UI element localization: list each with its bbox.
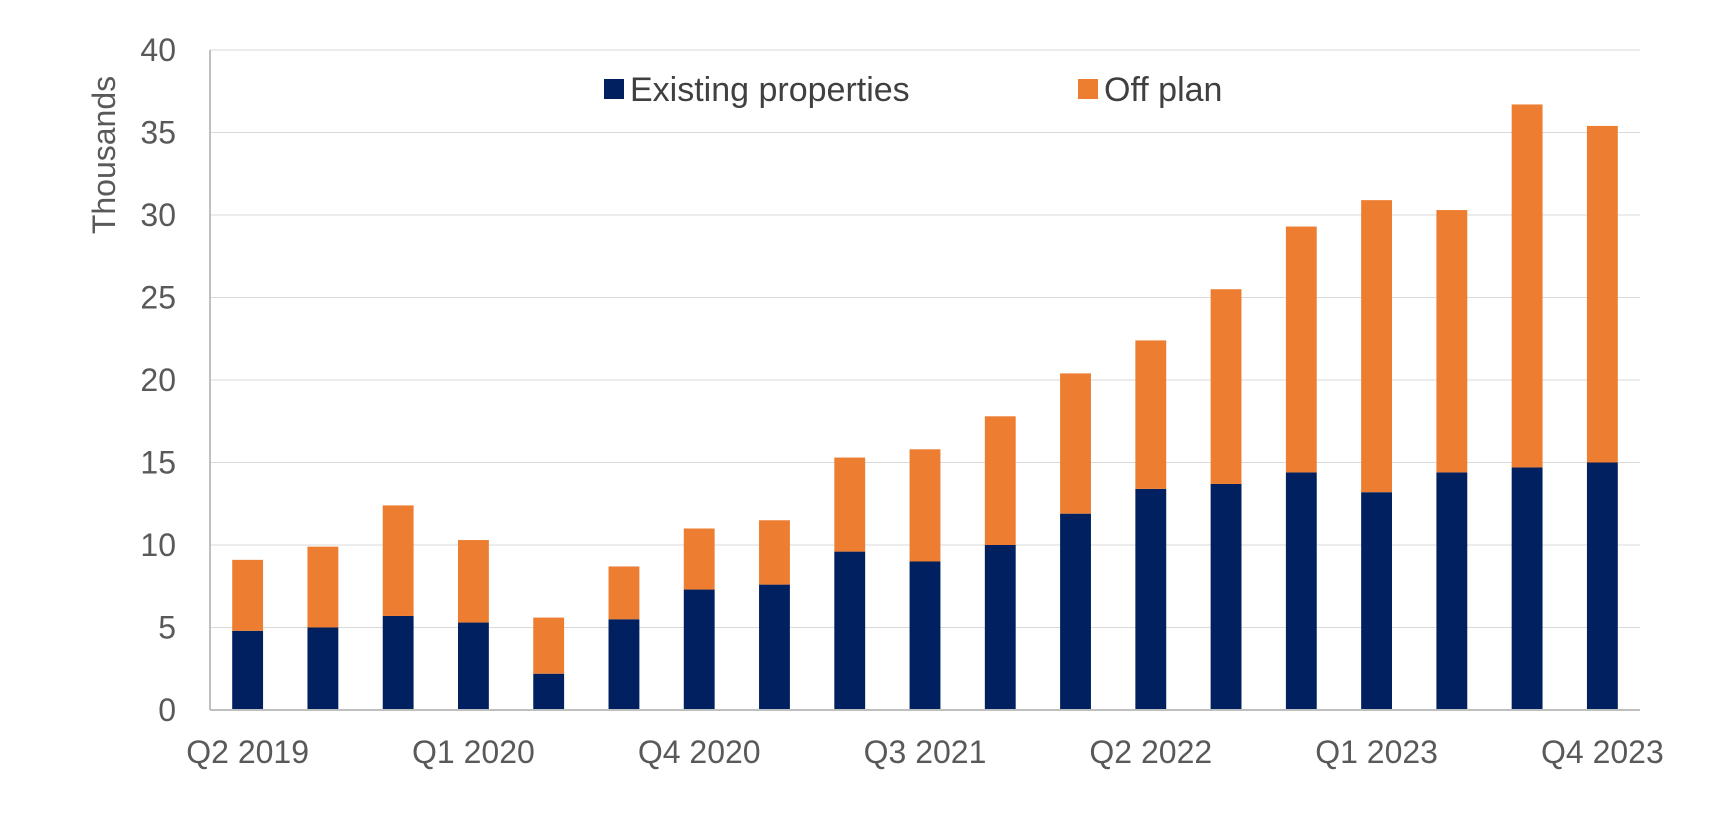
x-tick-label: Q2 2022: [1089, 734, 1212, 770]
legend-swatch: [604, 79, 624, 99]
x-tick-label: Q4 2020: [638, 734, 761, 770]
bar-off-plan: [232, 559, 264, 631]
bar-off-plan: [608, 566, 640, 620]
bar-existing-properties: [1361, 492, 1393, 710]
x-tick-label: Q1 2020: [412, 734, 535, 770]
bar-existing-properties: [1436, 472, 1468, 710]
bar-off-plan: [1511, 104, 1543, 468]
bar-off-plan: [909, 449, 941, 562]
bar-existing-properties: [608, 619, 640, 710]
y-tick-label: 15: [140, 445, 176, 481]
y-tick-label: 25: [140, 280, 176, 316]
bar-existing-properties: [457, 622, 489, 710]
bar-existing-properties: [1285, 472, 1317, 710]
bar-existing-properties: [759, 584, 790, 710]
y-tick-label: 40: [140, 32, 176, 68]
x-tick-label: Q4 2023: [1541, 734, 1664, 770]
bar-off-plan: [1586, 125, 1618, 463]
bar-off-plan: [457, 540, 489, 623]
bar-off-plan: [307, 546, 339, 628]
bar-existing-properties: [683, 589, 715, 710]
bar-off-plan: [382, 505, 414, 616]
bar-off-plan: [1436, 210, 1468, 473]
x-tick-label: Q1 2023: [1315, 734, 1438, 770]
legend-swatch: [1078, 79, 1098, 99]
y-tick-label: 30: [140, 197, 176, 233]
bar-existing-properties: [1060, 513, 1091, 710]
bar-existing-properties: [1511, 467, 1543, 710]
y-tick-label: 0: [158, 692, 176, 728]
bar-off-plan: [533, 617, 565, 674]
y-axis-title: Thousands: [86, 76, 122, 234]
bar-existing-properties: [1586, 462, 1618, 710]
bar-existing-properties: [984, 545, 1016, 710]
bar-existing-properties: [1135, 488, 1167, 710]
y-tick-label: 10: [140, 527, 176, 563]
y-tick-label: 5: [158, 610, 176, 646]
bar-off-plan: [1285, 226, 1317, 473]
bar-off-plan: [683, 528, 715, 590]
bar-existing-properties: [1210, 483, 1242, 710]
y-axis-ticks: 0 5 10 15 20 25 30 35 40: [140, 32, 176, 728]
bar-existing-properties: [382, 615, 414, 710]
bar-existing-properties: [232, 630, 264, 710]
bar-off-plan: [1060, 373, 1091, 514]
bar-existing-properties: [834, 551, 866, 710]
bar-off-plan: [834, 457, 866, 552]
bar-off-plan: [984, 416, 1016, 545]
bar-off-plan: [1135, 340, 1167, 489]
x-axis-ticks: Q2 2019 Q1 2020 Q4 2020 Q3 2021 Q2 2022 Q1 20…: [186, 734, 1664, 770]
bars: [232, 104, 1618, 710]
y-tick-label: 20: [140, 362, 176, 398]
y-tick-label: 35: [140, 115, 176, 151]
x-tick-label: Q2 2019: [186, 734, 309, 770]
bar-existing-properties: [909, 561, 941, 710]
bar-existing-properties: [307, 627, 339, 710]
legend-label: Existing properties: [630, 71, 910, 109]
legend: Existing properties Off plan: [604, 71, 1222, 109]
x-tick-label: Q3 2021: [864, 734, 987, 770]
bar-off-plan: [1361, 200, 1393, 493]
legend-label: Off plan: [1104, 71, 1222, 109]
bar-off-plan: [1210, 289, 1242, 484]
bar-off-plan: [759, 520, 790, 585]
bar-existing-properties: [533, 673, 565, 710]
